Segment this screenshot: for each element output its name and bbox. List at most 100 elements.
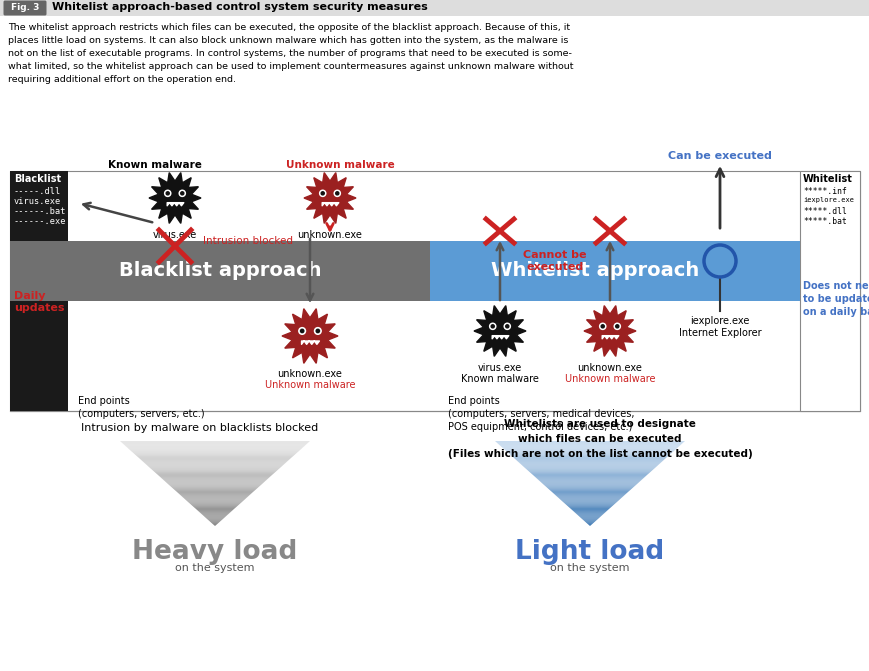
Text: on the system: on the system bbox=[549, 563, 629, 573]
Polygon shape bbox=[501, 446, 679, 448]
Text: Fig. 3: Fig. 3 bbox=[10, 3, 39, 12]
Polygon shape bbox=[201, 513, 229, 514]
Circle shape bbox=[335, 192, 338, 195]
Polygon shape bbox=[211, 523, 218, 524]
Polygon shape bbox=[566, 505, 613, 506]
Polygon shape bbox=[530, 473, 648, 474]
Text: -----.dll: -----.dll bbox=[14, 187, 61, 196]
Polygon shape bbox=[181, 495, 249, 497]
Polygon shape bbox=[517, 461, 661, 462]
Text: Blacklist approach: Blacklist approach bbox=[118, 262, 321, 280]
Polygon shape bbox=[494, 441, 684, 442]
Polygon shape bbox=[511, 456, 667, 457]
Polygon shape bbox=[583, 521, 595, 522]
Polygon shape bbox=[189, 504, 240, 505]
Polygon shape bbox=[141, 460, 289, 461]
Polygon shape bbox=[188, 501, 242, 503]
Polygon shape bbox=[176, 492, 253, 493]
Text: places little load on systems. It can also block unknown malware which has gotte: places little load on systems. It can al… bbox=[8, 36, 567, 45]
Polygon shape bbox=[574, 512, 605, 513]
Polygon shape bbox=[210, 522, 220, 523]
Polygon shape bbox=[185, 499, 244, 501]
Circle shape bbox=[505, 325, 508, 328]
Polygon shape bbox=[175, 490, 255, 491]
Polygon shape bbox=[202, 514, 228, 515]
Circle shape bbox=[614, 323, 620, 329]
Polygon shape bbox=[165, 481, 264, 482]
Text: unknown.exe: unknown.exe bbox=[277, 369, 342, 379]
Text: virus.exe: virus.exe bbox=[477, 363, 521, 373]
Circle shape bbox=[314, 327, 321, 334]
Circle shape bbox=[319, 190, 326, 197]
Text: iexplore.exe: iexplore.exe bbox=[689, 316, 749, 326]
Polygon shape bbox=[209, 521, 221, 522]
Text: virus.exe: virus.exe bbox=[14, 197, 61, 206]
Polygon shape bbox=[137, 457, 292, 458]
Text: iexplore.exe: iexplore.exe bbox=[802, 197, 853, 203]
Polygon shape bbox=[521, 464, 658, 466]
Polygon shape bbox=[196, 509, 234, 510]
Polygon shape bbox=[525, 468, 653, 470]
Polygon shape bbox=[156, 473, 274, 474]
Polygon shape bbox=[495, 442, 683, 443]
Polygon shape bbox=[182, 497, 247, 499]
Bar bbox=[429, 241, 799, 301]
Polygon shape bbox=[537, 479, 641, 480]
Polygon shape bbox=[149, 466, 282, 468]
Text: Does not need
to be updated
on a daily basis: Does not need to be updated on a daily b… bbox=[802, 281, 869, 317]
Circle shape bbox=[164, 190, 170, 197]
Polygon shape bbox=[580, 517, 599, 519]
Polygon shape bbox=[531, 474, 647, 475]
Polygon shape bbox=[536, 478, 643, 479]
Polygon shape bbox=[169, 484, 261, 486]
Text: Internet Explorer: Internet Explorer bbox=[678, 328, 760, 338]
Polygon shape bbox=[150, 468, 279, 470]
Bar bbox=[0, 0, 869, 16]
Polygon shape bbox=[543, 484, 635, 486]
Polygon shape bbox=[143, 462, 286, 463]
Text: *****.inf: *****.inf bbox=[802, 187, 846, 196]
Text: Known malware: Known malware bbox=[108, 160, 202, 170]
Polygon shape bbox=[567, 506, 612, 507]
Text: Unknown malware: Unknown malware bbox=[285, 160, 394, 170]
Polygon shape bbox=[162, 478, 269, 479]
Text: End points
(computers, servers, etc.): End points (computers, servers, etc.) bbox=[78, 396, 204, 419]
Polygon shape bbox=[130, 450, 299, 452]
Polygon shape bbox=[126, 446, 303, 448]
Polygon shape bbox=[585, 522, 594, 523]
Circle shape bbox=[315, 329, 319, 333]
Polygon shape bbox=[518, 462, 660, 463]
Polygon shape bbox=[158, 475, 272, 476]
Polygon shape bbox=[588, 525, 591, 526]
Polygon shape bbox=[563, 503, 615, 504]
Text: ------.exe: ------.exe bbox=[14, 217, 66, 226]
Circle shape bbox=[491, 325, 494, 328]
Polygon shape bbox=[156, 474, 273, 475]
Polygon shape bbox=[146, 464, 283, 466]
Text: Blacklist: Blacklist bbox=[14, 174, 61, 184]
Polygon shape bbox=[133, 453, 296, 454]
Polygon shape bbox=[140, 459, 289, 460]
Circle shape bbox=[179, 190, 185, 197]
Polygon shape bbox=[155, 472, 275, 473]
Polygon shape bbox=[134, 454, 295, 455]
Polygon shape bbox=[514, 458, 666, 459]
Polygon shape bbox=[191, 505, 238, 506]
Bar bbox=[799, 171, 859, 411]
Polygon shape bbox=[514, 459, 664, 460]
Text: *****.bat: *****.bat bbox=[802, 217, 846, 226]
Polygon shape bbox=[520, 463, 660, 464]
Text: not on the list of executable programs. In control systems, the number of progra: not on the list of executable programs. … bbox=[8, 49, 571, 58]
Text: Whitelist approach: Whitelist approach bbox=[490, 262, 699, 280]
Polygon shape bbox=[303, 172, 355, 223]
Polygon shape bbox=[568, 507, 611, 508]
Polygon shape bbox=[564, 504, 614, 505]
Polygon shape bbox=[555, 495, 624, 497]
Polygon shape bbox=[160, 477, 269, 478]
Polygon shape bbox=[192, 506, 237, 507]
Polygon shape bbox=[197, 510, 233, 511]
Text: unknown.exe: unknown.exe bbox=[577, 363, 641, 373]
Circle shape bbox=[489, 323, 495, 329]
Polygon shape bbox=[136, 456, 293, 457]
Polygon shape bbox=[139, 458, 290, 459]
